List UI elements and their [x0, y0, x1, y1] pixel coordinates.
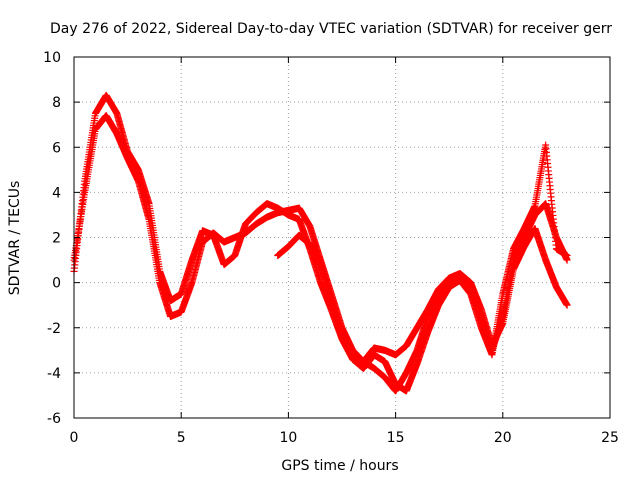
y-tick-label: -2 [47, 321, 61, 337]
y-tick-label: 6 [52, 140, 61, 156]
x-tick-label: 15 [387, 430, 405, 446]
x-axis-label: GPS time / hours [281, 458, 398, 474]
chart-title: Day 276 of 2022, Sidereal Day-to-day VTE… [50, 21, 612, 37]
x-tick-label: 5 [177, 430, 186, 446]
data-points [70, 91, 571, 395]
x-tick-label: 20 [494, 430, 512, 446]
y-tick-label: -6 [47, 411, 61, 427]
x-tick-label: 10 [279, 430, 297, 446]
series-track-3 [274, 224, 571, 366]
data-point [563, 301, 571, 309]
data-point [563, 252, 571, 260]
axis-ticks: 0 5 10 15 20 25 -6 -4 -2 0 2 4 6 8 10 [43, 50, 619, 446]
y-tick-label: -4 [47, 366, 61, 382]
x-tick-label: 0 [70, 430, 79, 446]
y-axis-label: SDTVAR / TECUs [7, 181, 23, 296]
y-tick-label: 8 [52, 95, 61, 111]
y-tick-label: 2 [52, 231, 61, 247]
y-tick-label: 10 [43, 50, 61, 66]
y-tick-label: 4 [52, 185, 61, 201]
x-tick-label: 25 [601, 430, 619, 446]
y-tick-label: 0 [52, 276, 61, 292]
